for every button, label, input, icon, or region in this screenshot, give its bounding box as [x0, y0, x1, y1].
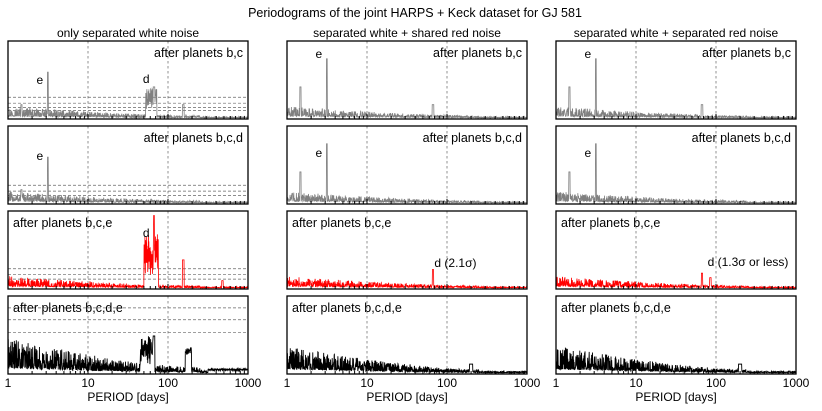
panel-label: after planets b,c,d — [144, 131, 243, 145]
panel-label: after planets b,c,e — [561, 216, 660, 230]
panel-label: after planets b,c,d,e — [561, 301, 671, 315]
panel-label: after planets b,c,d,e — [13, 301, 123, 315]
peak-annotation: e — [316, 47, 323, 61]
periodogram-series — [555, 58, 797, 120]
x-tick-label: 1 — [5, 376, 12, 390]
periodogram-series — [286, 348, 528, 375]
periodogram-panel: after planets b,c,d,e 1 10 100 1000 PERIOD [d… — [284, 295, 541, 404]
column-title: separated white + shared red noise — [313, 26, 501, 40]
x-tick-label: 1 — [553, 376, 560, 390]
periodogram-series — [7, 215, 249, 290]
periodogram-panel: after planets b,c,d,e 1 10 100 1000 PERIOD [d… — [553, 295, 810, 404]
panel-label: after planets b,c — [702, 46, 791, 60]
panel-label: after planets b,c — [433, 46, 522, 60]
periodogram-series — [555, 143, 797, 205]
periodogram-series — [7, 335, 249, 374]
panel-frame — [286, 40, 528, 120]
peak-annotation: e — [585, 146, 592, 160]
peak-annotation: e — [585, 47, 592, 61]
panel-frame — [555, 40, 797, 120]
periodogram-series — [286, 269, 528, 290]
periodogram-series — [555, 272, 797, 290]
panel-label: after planets b,c,d — [692, 131, 791, 145]
periodogram-series — [7, 71, 249, 120]
x-tick-label: 100 — [706, 376, 726, 390]
panel-frame — [7, 210, 249, 290]
periodogram-series — [7, 156, 249, 205]
x-tick-label: 10 — [629, 376, 643, 390]
x-tick-label: 1 — [284, 376, 291, 390]
x-tick-label: 1000 — [514, 376, 541, 390]
x-tick-label: 100 — [437, 376, 457, 390]
peak-annotation: d — [143, 72, 150, 86]
periodogram-series — [286, 58, 528, 120]
panel-frame — [555, 210, 797, 290]
figure-title: Periodograms of the joint HARPS + Keck d… — [248, 6, 582, 20]
peak-annotation: e — [316, 146, 323, 160]
periodogram-panel: after planets b,c — [286, 40, 528, 120]
x-tick-label: 1000 — [235, 376, 262, 390]
periodogram-panel: after planets b,c,e — [555, 210, 797, 290]
column-title: only separated white noise — [57, 26, 199, 40]
x-axis-label: PERIOD [days] — [635, 390, 716, 404]
periodogram-panel: after planets b,c,e — [286, 210, 528, 290]
periodogram-series — [555, 347, 797, 375]
x-tick-label: 10 — [360, 376, 374, 390]
panel-frame — [7, 295, 249, 375]
x-tick-label: 100 — [158, 376, 178, 390]
panel-label: after planets b,c,d,e — [292, 301, 402, 315]
periodogram-panel: after planets b,c — [555, 40, 797, 120]
periodogram-panel: after planets b,c,e — [7, 210, 249, 290]
panel-frame — [286, 210, 528, 290]
panel-frame — [7, 125, 249, 205]
peak-annotation: e — [37, 149, 44, 163]
x-tick-label: 1000 — [783, 376, 810, 390]
panel-grid: only separated white noise after planets … — [5, 26, 810, 404]
periodogram-series — [286, 143, 528, 205]
panel-frame — [555, 125, 797, 205]
x-axis-label: PERIOD [days] — [366, 390, 447, 404]
periodogram-panel: after planets b,c,d — [286, 125, 528, 205]
periodogram-panel: after planets b,c,d — [7, 125, 249, 205]
peak-annotation: d (2.1σ) — [434, 256, 476, 270]
panel-frame — [286, 295, 528, 375]
panel-frame — [7, 40, 249, 120]
panel-label: after planets b,c,e — [13, 216, 112, 230]
panel-label: after planets b,c — [154, 46, 243, 60]
column-title: separated white + separated red noise — [574, 26, 779, 40]
panel-label: after planets b,c,e — [292, 216, 391, 230]
periodogram-panel: after planets b,c — [7, 40, 249, 120]
panel-frame — [286, 125, 528, 205]
peak-annotation: d — [143, 226, 150, 240]
periodogram-panel: after planets b,c,d,e 1 10 100 1000 PERIOD [d… — [5, 295, 262, 404]
peak-annotation: e — [37, 73, 44, 87]
x-tick-label: 10 — [81, 376, 95, 390]
x-axis-label: PERIOD [days] — [87, 390, 168, 404]
peak-annotation: d (1.3σ or less) — [708, 255, 789, 269]
periodogram-panel: after planets b,c,d — [555, 125, 797, 205]
panel-label: after planets b,c,d — [423, 131, 522, 145]
panel-frame — [555, 295, 797, 375]
